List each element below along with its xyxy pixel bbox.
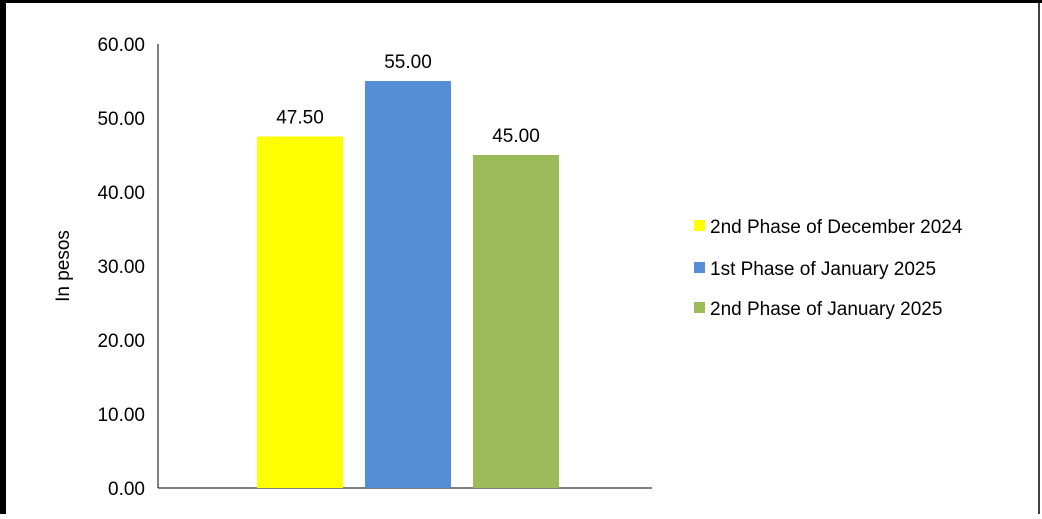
legend-label: 2nd Phase of January 2025: [710, 299, 942, 320]
y-tick-label: 10.00: [97, 405, 145, 426]
bar: [257, 136, 343, 488]
y-tick-label: 30.00: [97, 257, 145, 278]
legend-item: 2nd Phase of January 2025: [694, 299, 942, 320]
data-labels: 47.50 55.00 45.00: [276, 52, 540, 147]
legend-swatch: [694, 220, 705, 231]
legend-label: 2nd Phase of December 2024: [710, 217, 963, 238]
legend-item: 1st Phase of January 2025: [694, 259, 936, 280]
y-tick-label: 60.00: [97, 35, 145, 56]
bars: [257, 81, 559, 488]
y-tick-label: 0.00: [108, 479, 145, 500]
y-tick-label: 40.00: [97, 183, 145, 204]
bar: [365, 81, 451, 488]
data-label: 55.00: [384, 52, 432, 73]
legend-item: 2nd Phase of December 2024: [694, 217, 963, 238]
legend-swatch: [694, 262, 705, 273]
y-tick-labels: 0.00 10.00 20.00 30.00 40.00 50.00 60.00: [97, 35, 145, 500]
data-label: 47.50: [276, 108, 324, 129]
y-tick-label: 50.00: [97, 109, 145, 130]
legend-swatch: [694, 302, 705, 313]
legend-label: 1st Phase of January 2025: [710, 259, 936, 280]
y-tick-label: 20.00: [97, 331, 145, 352]
legend: 2nd Phase of December 2024 1st Phase of J…: [694, 217, 963, 320]
y-axis-title: In pesos: [53, 230, 74, 302]
bar: [473, 155, 559, 488]
data-label: 45.00: [492, 126, 540, 147]
